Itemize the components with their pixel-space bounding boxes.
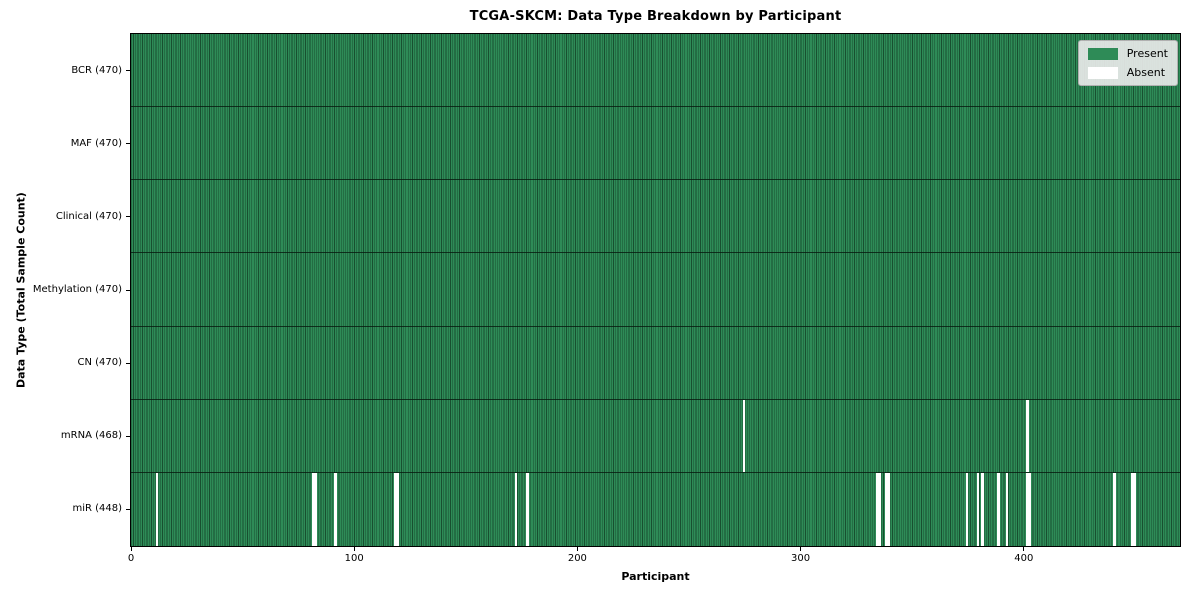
x-tick-label: 100 [344,553,364,564]
y-tick-label: CN (470) [77,357,122,369]
legend-swatch-present-icon [1087,47,1118,60]
heatmap-row [131,253,1180,327]
heatmap-row [131,180,1180,254]
absent-cell [514,472,518,546]
heatmap-row [131,107,1180,181]
legend-label: Present [1126,47,1168,60]
heatmap-row [131,326,1180,400]
absent-cell [394,472,397,546]
y-tick-mark [126,508,130,510]
y-tick-mark [126,143,130,145]
legend-swatch-absent-icon [1087,66,1118,79]
x-tick-mark [800,547,802,551]
absent-cell [878,472,882,546]
legend: Present Absent [1077,40,1178,86]
legend-label: Absent [1126,66,1166,79]
absent-cell [885,472,888,546]
y-tick-label: Clinical (470) [55,210,122,222]
plot-area [130,33,1181,547]
heatmap-row [131,472,1180,546]
absent-cell [887,472,891,546]
y-tick-label: mRNA (468) [60,430,122,442]
absent-cell [396,472,400,546]
y-tick-mark [126,70,130,72]
absent-cell [1113,472,1116,546]
y-tick-label: Methylation (470) [32,284,122,295]
legend-item: Present [1087,47,1168,60]
absent-cell [311,472,315,546]
y-tick-label: MAF (470) [70,137,122,149]
x-tick-label: 400 [1014,553,1034,564]
y-tick-mark [126,435,130,437]
y-tick-mark [126,362,130,364]
x-axis-label: Participant [621,570,690,583]
x-tick-mark [576,547,578,551]
absent-cell [526,472,529,546]
y-tick-label: BCR (470) [71,64,122,76]
absent-cell [1005,472,1009,546]
absent-cell [314,472,317,546]
absent-cell [1028,472,1031,546]
absent-cell [334,472,337,546]
absent-cell [1130,472,1134,546]
absent-cell [981,472,984,546]
absent-cell [965,472,969,546]
x-tick-mark [1023,547,1025,551]
absent-cell [742,399,746,472]
heatmap-row [131,34,1180,108]
absent-cell [976,472,980,546]
absent-cell [155,472,159,546]
x-tick-mark [353,547,355,551]
heatmap-row [131,399,1180,473]
y-tick-mark [126,289,130,291]
legend-item: Absent [1087,66,1168,79]
y-tick-mark [126,216,130,218]
x-tick-label: 200 [567,553,587,564]
absent-cell [1133,472,1136,546]
absent-cell [1025,399,1029,472]
chart-title: TCGA-SKCM: Data Type Breakdown by Partic… [469,9,842,24]
absent-cell [1025,472,1029,546]
y-tick-label: miR (448) [72,503,122,515]
x-tick-label: 0 [127,553,135,564]
x-tick-mark [130,547,132,551]
absent-cell [876,472,879,546]
x-tick-label: 300 [791,553,811,564]
absent-cell [996,472,1000,546]
